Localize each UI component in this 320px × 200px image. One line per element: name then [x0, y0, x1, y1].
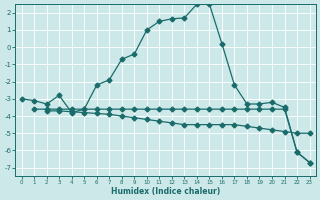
X-axis label: Humidex (Indice chaleur): Humidex (Indice chaleur)	[111, 187, 220, 196]
